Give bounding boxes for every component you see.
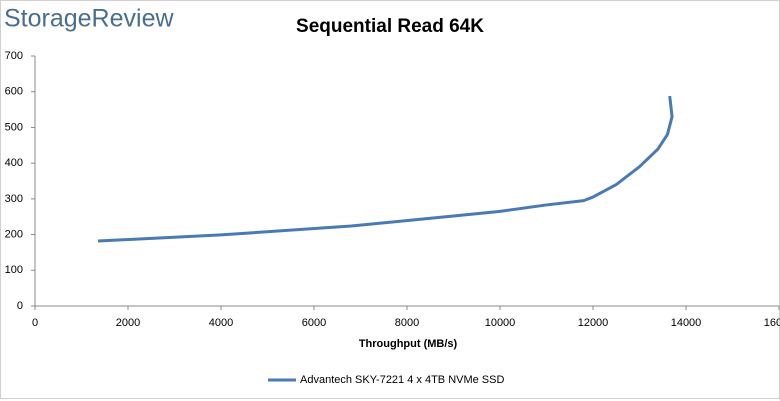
x-tick-label: 8000	[395, 317, 419, 329]
y-tick-label: 700	[5, 50, 23, 62]
x-tick-label: 16000	[764, 317, 780, 329]
series-line	[97, 95, 674, 243]
x-tick-label: 14000	[671, 317, 702, 329]
y-tick-label: 300	[5, 193, 23, 205]
y-tick-label: 0	[17, 300, 23, 312]
x-tick-label: 6000	[302, 317, 326, 329]
legend-label: Advantech SKY-7221 4 x 4TB NVMe SSD	[300, 374, 504, 386]
x-tick-label: 10000	[485, 317, 516, 329]
logo: StorageReview	[4, 5, 174, 33]
y-tick-label: 500	[5, 121, 23, 133]
y-tick-label: 100	[5, 264, 23, 276]
x-tick-label: 0	[32, 317, 38, 329]
chart-title: Sequential Read 64K	[296, 16, 484, 37]
y-tick-label: 200	[5, 228, 23, 240]
x-tick-label: 2000	[116, 317, 140, 329]
y-tick-label: 400	[5, 157, 23, 169]
y-tick-label: 600	[5, 86, 23, 98]
x-tick-label: 4000	[209, 317, 233, 329]
x-axis-title: Throughput (MB/s)	[359, 338, 458, 350]
x-tick-label: 12000	[578, 317, 609, 329]
